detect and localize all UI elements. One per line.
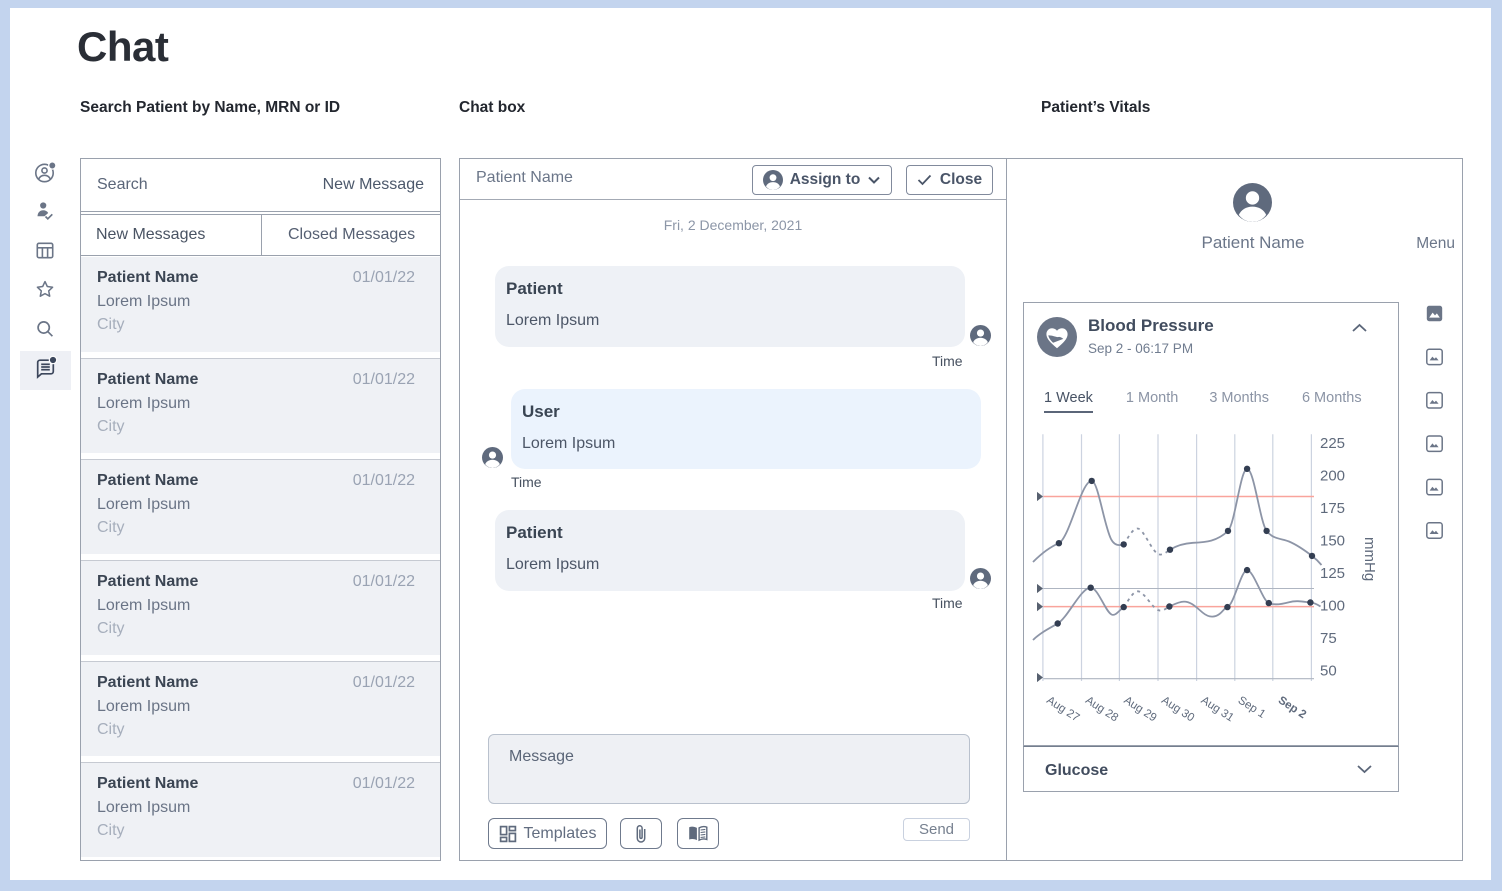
svg-text:Aug 31: Aug 31 <box>1199 694 1236 724</box>
svg-text:50: 50 <box>1320 663 1337 680</box>
svg-text:225: 225 <box>1320 435 1345 452</box>
svg-text:125: 125 <box>1320 565 1345 582</box>
svg-text:Aug 29: Aug 29 <box>1121 694 1158 724</box>
svg-text:Aug 28: Aug 28 <box>1083 694 1120 724</box>
svg-text:Aug 30: Aug 30 <box>1159 694 1196 724</box>
svg-text:Aug 27: Aug 27 <box>1044 694 1081 724</box>
svg-text:75: 75 <box>1320 630 1337 647</box>
svg-text:200: 200 <box>1320 468 1345 485</box>
svg-text:mmHg: mmHg <box>1361 537 1378 581</box>
svg-text:150: 150 <box>1320 533 1345 550</box>
svg-text:175: 175 <box>1320 500 1345 517</box>
svg-text:Sep 1: Sep 1 <box>1236 694 1268 720</box>
svg-text:Sep 2: Sep 2 <box>1276 694 1308 721</box>
svg-text:100: 100 <box>1320 598 1345 615</box>
